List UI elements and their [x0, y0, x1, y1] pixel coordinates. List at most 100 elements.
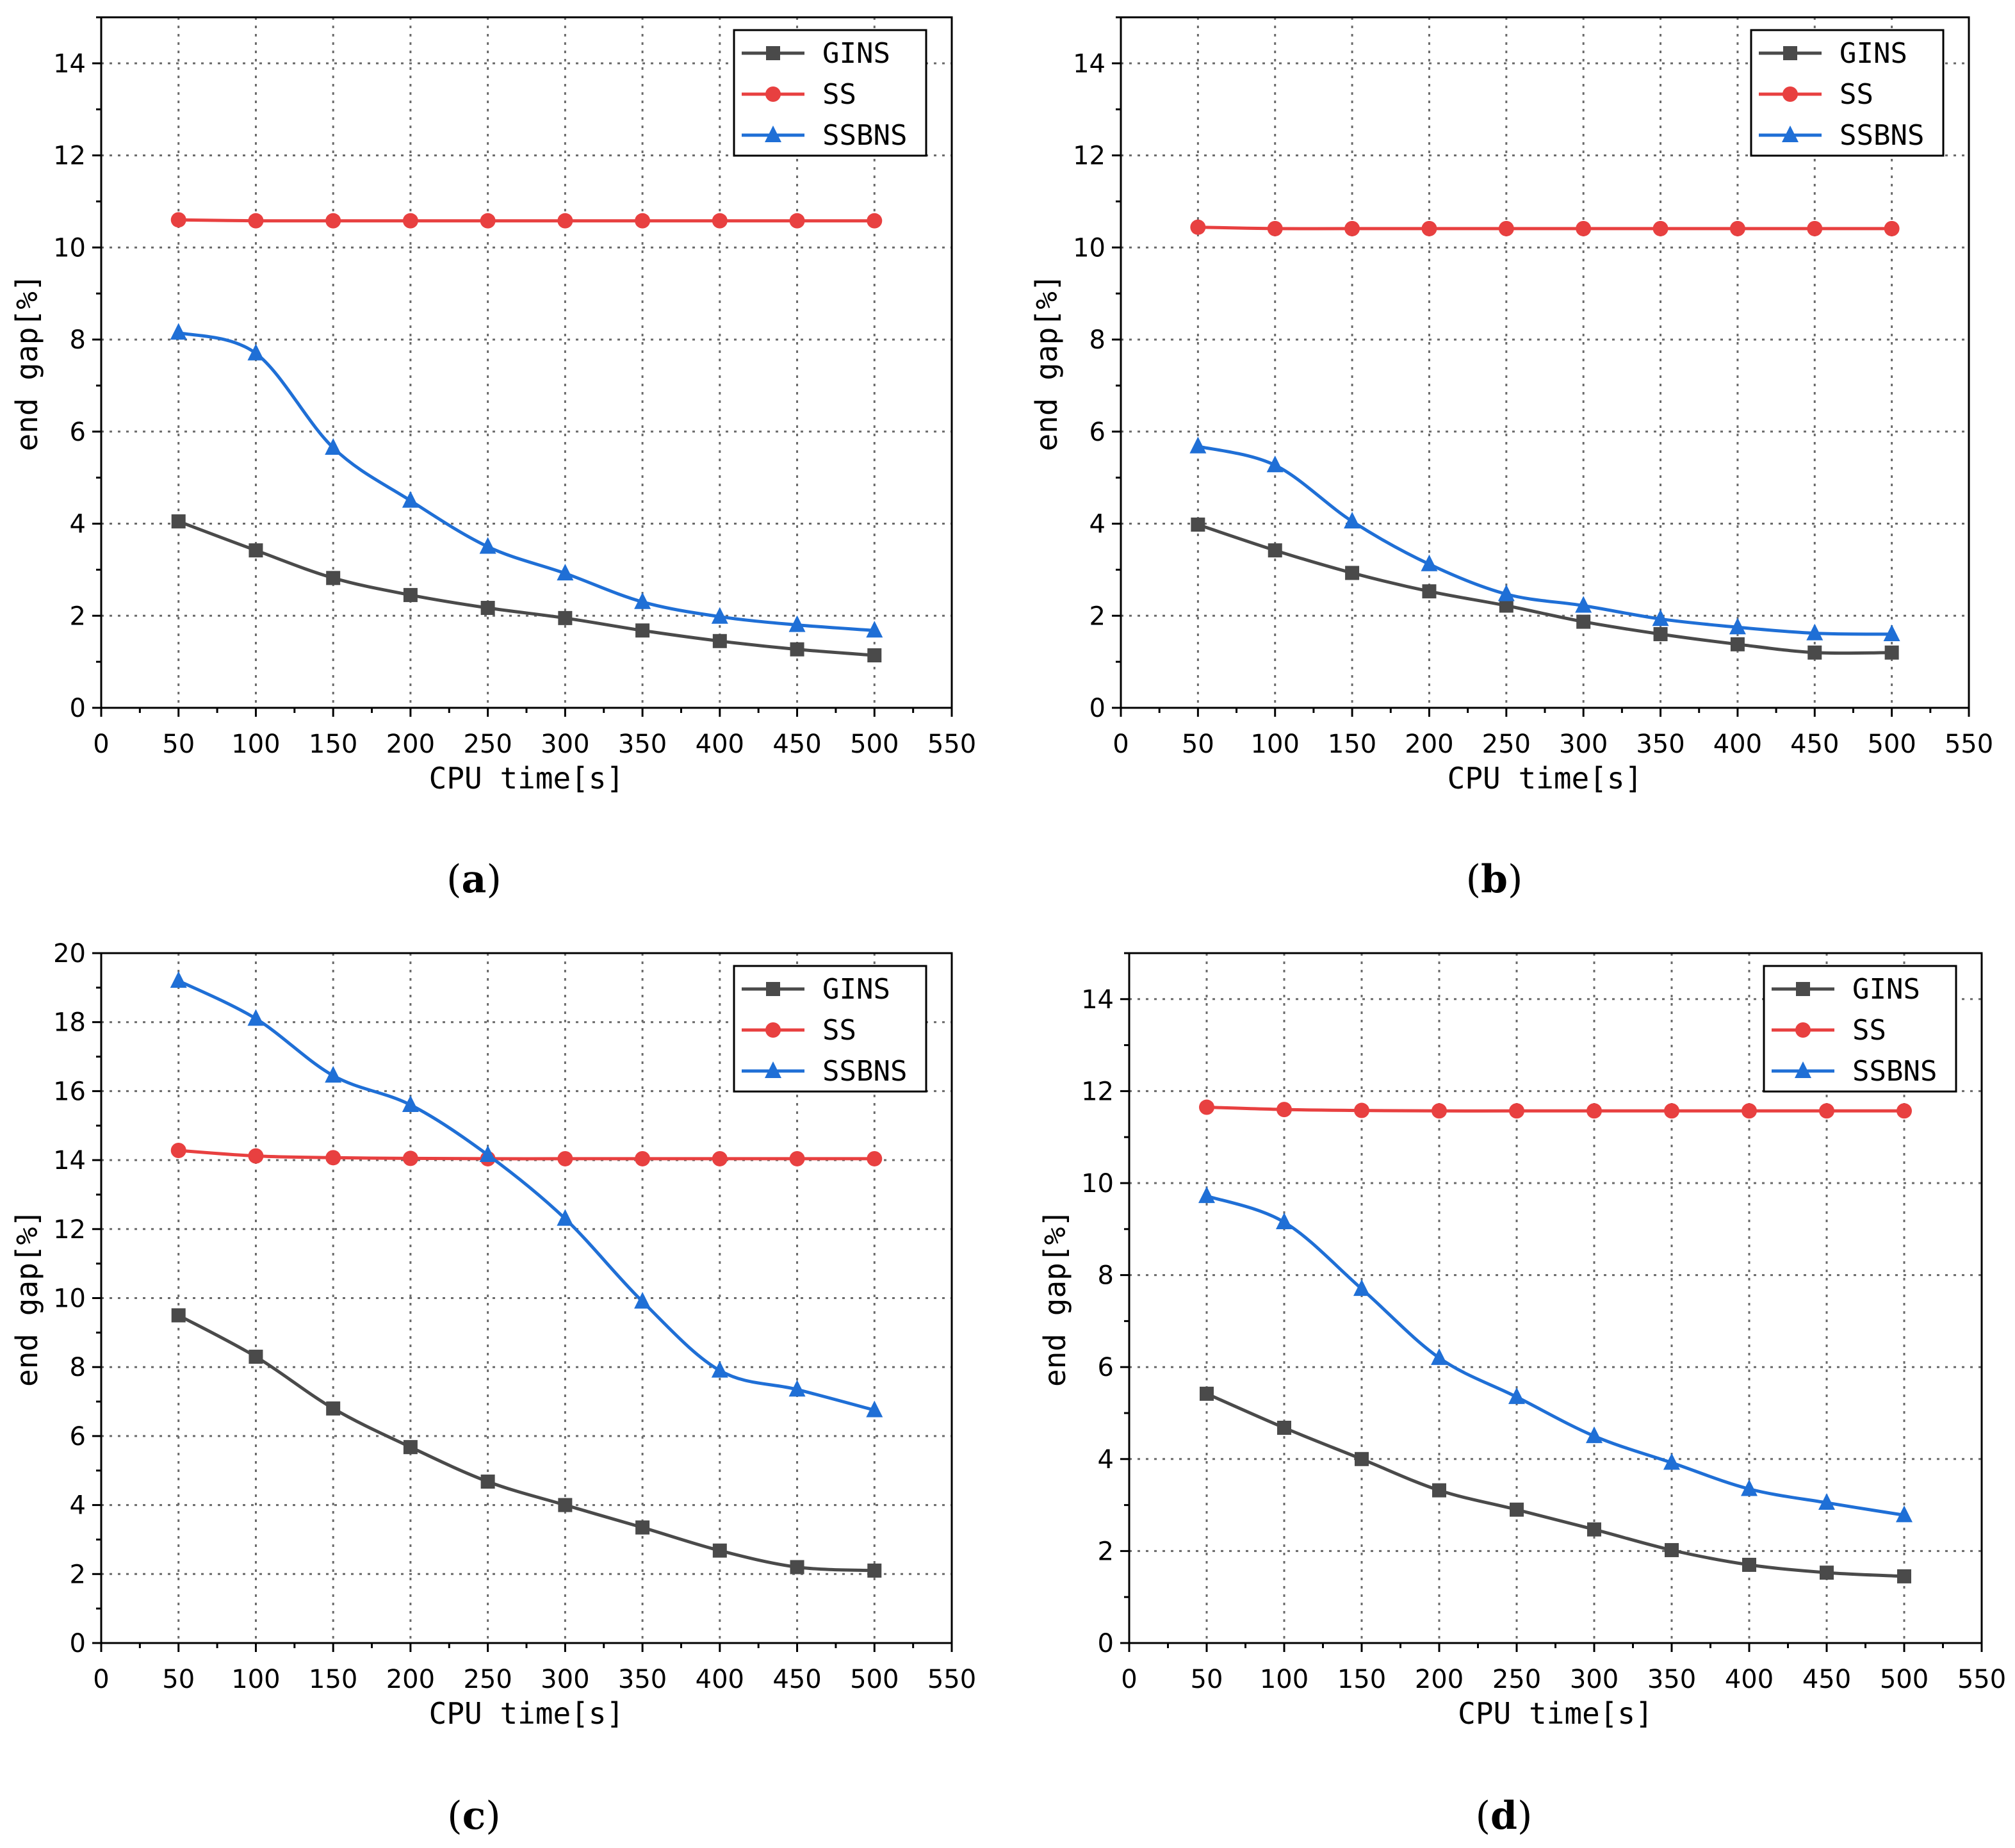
- data-point-ss: [1664, 1103, 1679, 1119]
- x-tick-label: 0: [1113, 730, 1129, 759]
- legend-label-ssbns: SSBNS: [822, 1055, 907, 1088]
- y-tick-label: 20: [53, 939, 86, 969]
- data-point-gins: [1587, 1522, 1601, 1537]
- legend-marker-ss: [765, 1022, 781, 1038]
- legend-label-ssbns: SSBNS: [1852, 1055, 1937, 1088]
- data-point-gins: [1884, 645, 1899, 660]
- x-tick-label: 450: [1790, 730, 1839, 759]
- data-point-gins: [1355, 1451, 1369, 1466]
- data-point-ssbns: [557, 1209, 574, 1226]
- data-point-ss: [402, 213, 418, 229]
- data-point-gins: [1510, 1502, 1524, 1517]
- x-tick-label: 400: [1725, 1665, 1774, 1694]
- y-tick-label: 0: [70, 1629, 86, 1658]
- data-point-ss: [1354, 1102, 1369, 1118]
- data-point-gins: [171, 514, 186, 528]
- y-tick-label: 8: [1098, 1261, 1114, 1291]
- y-tick-label: 2: [1089, 601, 1105, 631]
- x-tick-label: 100: [231, 730, 280, 759]
- legend-marker-ssbns: [765, 126, 781, 142]
- legend-label-ssbns: SSBNS: [822, 119, 907, 152]
- data-point-gins: [1897, 1569, 1911, 1583]
- y-tick-label: 6: [70, 418, 86, 447]
- legend-label-ss: SS: [822, 1014, 856, 1047]
- legend-label-gins: GINS: [822, 37, 890, 70]
- data-point-ss: [402, 1150, 418, 1166]
- data-point-ssbns: [711, 1361, 728, 1378]
- data-point-ss: [1421, 220, 1437, 236]
- y-tick-label: 2: [70, 601, 86, 631]
- y-tick-label: 4: [1089, 510, 1105, 539]
- x-tick-label: 200: [1415, 1665, 1464, 1694]
- legend-label-gins: GINS: [822, 973, 890, 1006]
- x-tick-label: 50: [162, 730, 195, 759]
- x-tick-label: 300: [541, 1665, 589, 1694]
- data-point-ssbns: [170, 323, 187, 340]
- data-point-ssbns: [1189, 436, 1207, 454]
- y-tick-label: 12: [1081, 1077, 1114, 1106]
- data-point-ss: [1344, 220, 1360, 236]
- data-point-gins: [171, 1308, 186, 1323]
- data-point-ss: [867, 213, 883, 229]
- series-line-ss: [1198, 225, 1892, 231]
- data-point-ss: [1509, 1103, 1524, 1119]
- x-tick-label: 50: [1191, 1665, 1223, 1694]
- data-point-gins: [403, 1440, 418, 1455]
- x-tick-label: 0: [93, 730, 109, 759]
- x-tick-label: 300: [1570, 1665, 1619, 1694]
- data-point-ss: [1199, 1099, 1214, 1115]
- data-point-gins: [480, 1474, 495, 1489]
- data-point-ss: [325, 1150, 341, 1166]
- data-point-ss: [1729, 220, 1745, 236]
- x-tick-label: 150: [309, 1665, 357, 1694]
- data-point-gins: [1200, 1386, 1214, 1401]
- series-line-ss: [1206, 1106, 1904, 1113]
- y-tick-label: 6: [1098, 1353, 1114, 1382]
- data-point-gins: [712, 634, 727, 648]
- data-point-ss: [1190, 219, 1206, 235]
- series-line-gins: [177, 1314, 875, 1573]
- chart-panel-d: 0 50 100 150 200 250 300 350 400 450 500 550 0 2 4 6 8 10…: [1038, 952, 2006, 1838]
- x-axis-title: CPU time[s]: [1448, 761, 1643, 796]
- series-line-gins: [1205, 1392, 1905, 1578]
- data-point-gins: [1277, 1420, 1291, 1435]
- data-point-ssbns: [1818, 1493, 1835, 1510]
- data-point-ssbns: [170, 971, 187, 988]
- data-point-ssbns: [1883, 625, 1900, 642]
- data-point-ss: [480, 213, 496, 229]
- x-tick-label: 400: [696, 1665, 744, 1694]
- x-axis-title: CPU time[s]: [429, 761, 624, 796]
- x-tick-label: 350: [1636, 730, 1685, 759]
- data-point-ss: [712, 1150, 728, 1166]
- data-point-ssbns: [402, 1095, 419, 1112]
- data-point-ssbns: [788, 1380, 806, 1397]
- data-point-ssbns: [1276, 1213, 1293, 1230]
- x-tick-label: 50: [162, 1665, 195, 1694]
- data-point-ssbns: [1198, 1186, 1215, 1204]
- legend-marker-ss: [1795, 1022, 1811, 1038]
- x-tick-label: 200: [386, 730, 435, 759]
- x-tick-label: 250: [463, 730, 512, 759]
- x-tick-label: 350: [618, 730, 667, 759]
- x-tick-label: 200: [1405, 730, 1453, 759]
- x-tick-label: 250: [463, 1665, 512, 1694]
- data-point-gins: [867, 1563, 882, 1578]
- y-axis-title: end gap[%]: [1038, 1209, 1072, 1387]
- data-point-gins: [1576, 614, 1591, 629]
- data-point-gins: [1345, 566, 1360, 580]
- y-tick-label: 2: [70, 1560, 86, 1589]
- y-tick-label: 4: [70, 510, 86, 539]
- data-point-gins: [1653, 627, 1668, 642]
- y-tick-label: 12: [53, 1215, 86, 1245]
- data-point-ssbns: [1806, 623, 1823, 641]
- legend-marker-ssbns: [765, 1061, 781, 1078]
- legend-label-gins: GINS: [1840, 37, 1907, 70]
- x-tick-label: 550: [1957, 1665, 2006, 1694]
- y-tick-label: 0: [70, 694, 86, 723]
- series-line-ssbns: [178, 331, 875, 632]
- x-tick-label: 200: [386, 1665, 435, 1694]
- panel-caption: (a): [446, 857, 502, 902]
- data-point-ssbns: [1575, 596, 1592, 613]
- data-point-ssbns: [402, 491, 419, 508]
- data-point-ssbns: [557, 564, 574, 581]
